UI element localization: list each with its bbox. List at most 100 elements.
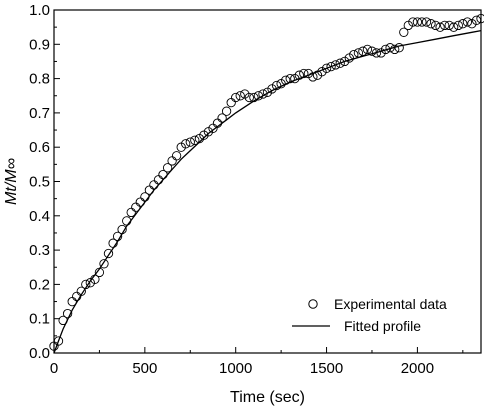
data-point [380, 44, 391, 55]
y-tick-label: 0.6 [29, 139, 50, 156]
data-point [171, 151, 182, 161]
plot-frame [53, 9, 482, 354]
legend-label-experimental: Experimental data [334, 296, 447, 312]
data-point [371, 48, 382, 58]
data-point [317, 67, 327, 77]
data-point [117, 224, 127, 235]
y-tick-label: 0.9 [29, 36, 50, 53]
ticks-layer: 0 500 1000 1500 2000 0.0 0.1 0.2 0.3 0.4 0.5 0.6 0.7… [29, 2, 464, 377]
data-point [103, 248, 114, 259]
data-point [85, 278, 95, 288]
data-point [308, 72, 318, 82]
data-point [221, 106, 232, 116]
data-point [408, 17, 418, 27]
data-point [430, 20, 441, 31]
data-point [112, 231, 123, 242]
data-point [353, 48, 364, 58]
y-tick-label: 0.7 [29, 105, 50, 122]
data-point [108, 238, 118, 248]
legend-marker-experimental [308, 299, 318, 309]
data-point [412, 17, 423, 27]
y-tick-label: 0.0 [29, 345, 50, 362]
data-point [231, 92, 241, 103]
data-point [458, 19, 468, 29]
y-tick-label: 0.1 [29, 311, 50, 328]
data-point [181, 139, 191, 149]
legend: Experimental data Fitted profile [292, 296, 447, 334]
data-point [367, 46, 377, 56]
data-point [203, 127, 214, 137]
data-point [467, 19, 477, 29]
y-tick-label: 1.0 [29, 2, 50, 19]
data-point [249, 92, 259, 103]
data-point [212, 118, 223, 128]
data-point [267, 84, 277, 94]
data-point [394, 43, 404, 53]
x-tick-label: 500 [132, 360, 157, 377]
data-point [326, 61, 336, 72]
data-point [299, 68, 309, 79]
data-point [244, 92, 254, 103]
data-point [403, 20, 413, 31]
data-point [321, 63, 332, 73]
data-point [162, 163, 173, 173]
data-point [72, 291, 82, 302]
legend-label-fitted: Fitted profile [344, 318, 421, 334]
y-tick-label: 0.2 [29, 276, 50, 293]
data-point [281, 75, 291, 85]
data-point [185, 137, 195, 147]
data-point [294, 70, 304, 80]
data-point [349, 49, 359, 60]
data-point [444, 20, 454, 31]
data-point [217, 113, 227, 123]
data-point [235, 91, 245, 101]
data-point [440, 20, 450, 31]
data-point [340, 56, 350, 67]
y-tick-label: 0.4 [29, 208, 50, 225]
y-tick-label: 0.3 [29, 242, 50, 259]
data-point [190, 135, 200, 145]
data-point [426, 19, 436, 29]
data-point [158, 169, 168, 180]
data-point [62, 308, 73, 319]
data-point [421, 17, 432, 27]
experimental-data-layer [49, 13, 484, 351]
y-axis-title: Mt/M∞ [3, 158, 20, 205]
data-point [276, 79, 286, 89]
data-point [122, 216, 132, 226]
data-point [462, 17, 473, 27]
x-tick-label: 1000 [219, 360, 252, 377]
data-point [335, 58, 345, 68]
data-point [285, 73, 295, 84]
data-point [258, 89, 268, 99]
data-point [126, 207, 136, 218]
data-point [58, 315, 68, 326]
data-point [149, 180, 159, 190]
data-point [140, 192, 150, 202]
y-tick-label: 0.5 [29, 174, 50, 191]
data-point [385, 43, 395, 53]
data-point [99, 259, 109, 269]
x-axis-title: Time (sec) [230, 389, 305, 406]
data-point [76, 286, 86, 296]
y-tick-label: 0.8 [29, 71, 50, 88]
data-point [435, 22, 445, 32]
data-point [253, 91, 264, 101]
data-point [271, 80, 282, 91]
data-point [358, 46, 368, 56]
x-tick-label: 0 [50, 360, 58, 377]
data-point [399, 27, 409, 37]
data-point [135, 197, 145, 207]
data-point [330, 60, 341, 70]
data-point [90, 274, 100, 284]
data-point [449, 22, 459, 32]
data-point [81, 279, 91, 290]
data-point [453, 20, 463, 31]
data-point [362, 44, 373, 55]
data-point [417, 17, 427, 27]
x-tick-label: 2000 [401, 360, 434, 377]
x-tick-label: 1500 [310, 360, 343, 377]
data-point [94, 267, 105, 278]
